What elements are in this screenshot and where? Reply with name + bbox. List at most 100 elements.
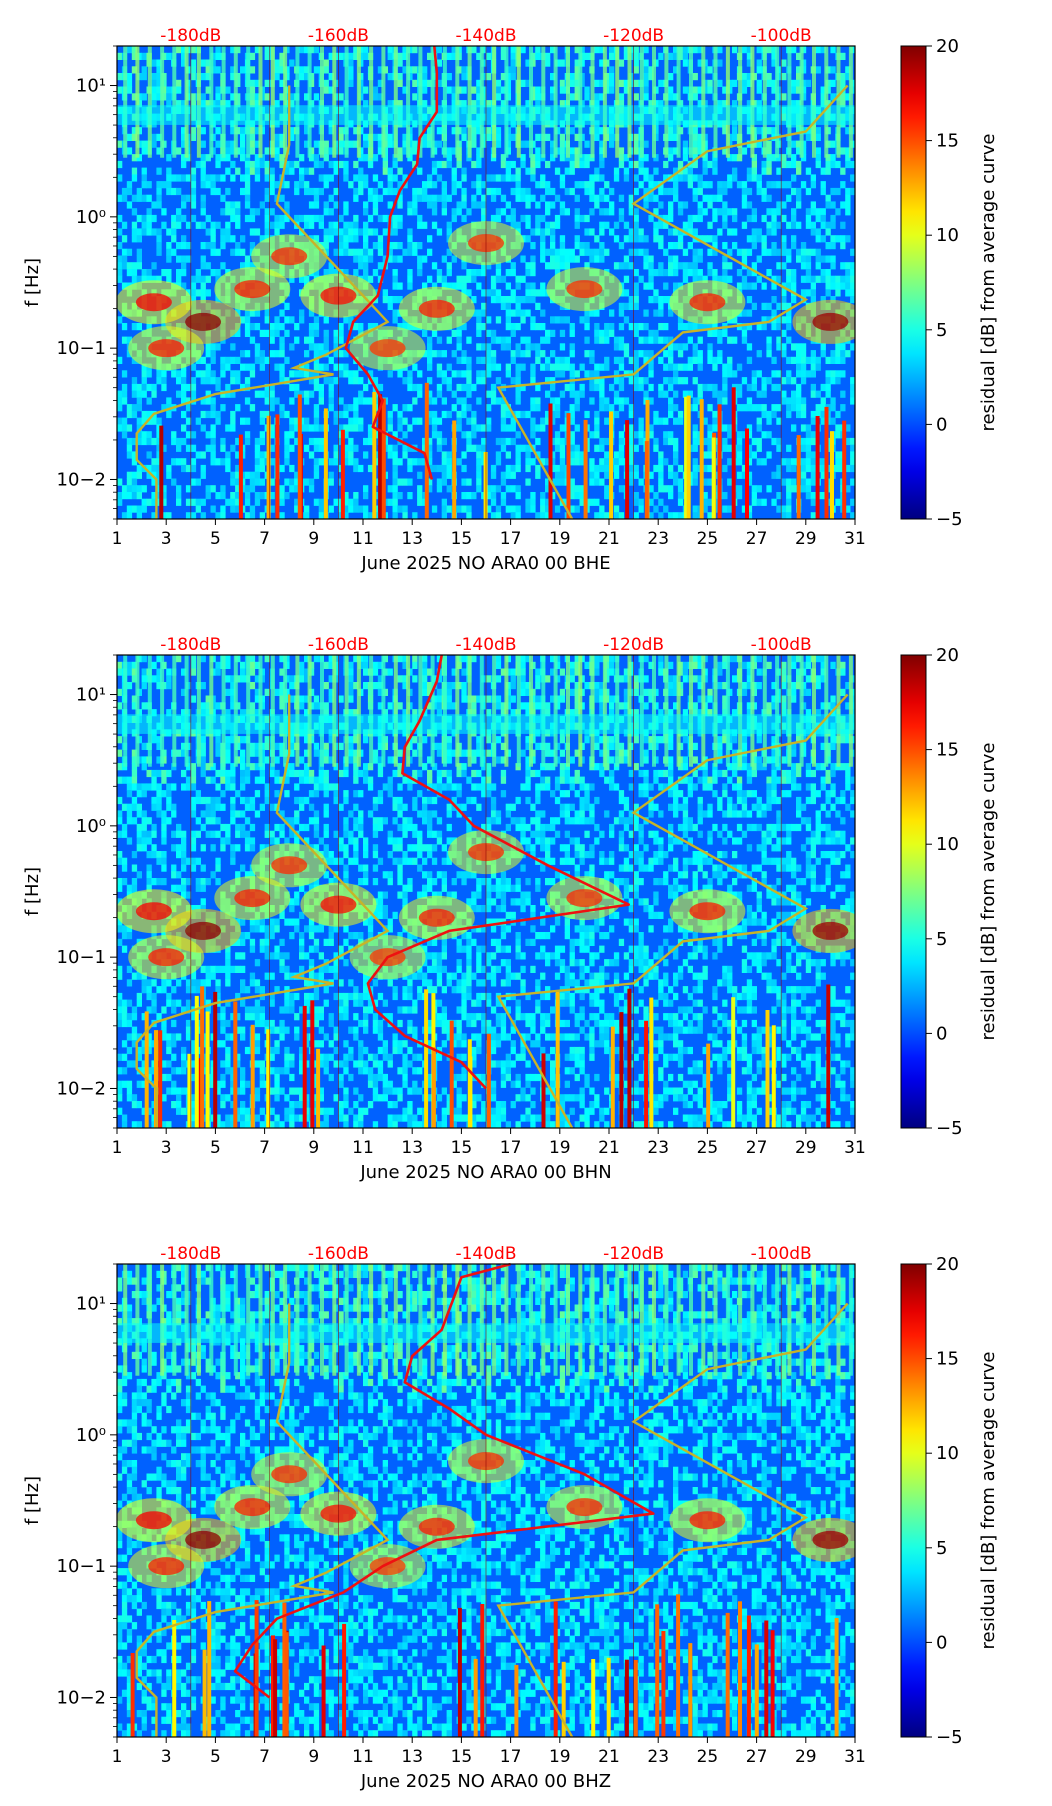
heatmap-cell [363, 248, 369, 256]
heatmap-cell [151, 437, 157, 446]
heatmap-cell [584, 140, 590, 148]
heatmap-cell [422, 329, 428, 337]
heatmap-cell [776, 181, 782, 189]
heatmap-cell [500, 73, 507, 81]
heatmap-cell [151, 228, 157, 236]
heatmap-cell [397, 214, 403, 223]
heatmap-cell [707, 201, 713, 209]
heatmap-cell [697, 187, 703, 196]
heatmap-cell [796, 356, 802, 364]
heatmap-cell [210, 356, 216, 364]
heatmap-cell [456, 397, 462, 405]
heatmap-cell [323, 377, 329, 385]
heatmap-cell [628, 302, 634, 310]
heatmap-cell [230, 424, 236, 432]
heatmap-cell [495, 214, 502, 223]
heatmap-cell [722, 464, 728, 473]
heatmap-cell [604, 471, 610, 479]
heatmap-cell [461, 187, 467, 196]
heatmap-cell [741, 248, 748, 256]
heatmap-cell [117, 228, 123, 236]
heatmap-event [830, 431, 834, 519]
heatmap-cell [471, 492, 477, 500]
heatmap-cell [387, 167, 393, 175]
heatmap-cell [417, 370, 423, 378]
heatmap-cell [456, 323, 462, 331]
heatmap-cell [835, 208, 841, 216]
heatmap-cell [579, 451, 585, 459]
heatmap-cell [156, 181, 162, 189]
heatmap-cell [800, 444, 807, 452]
heatmap-cell [736, 471, 743, 479]
heatmap-cell [682, 248, 689, 256]
heatmap-cell [530, 377, 536, 385]
heatmap-cell [215, 100, 221, 108]
heatmap-cell [525, 187, 531, 196]
heatmap-cell [668, 269, 674, 277]
heatmap-cell [643, 377, 649, 385]
heatmap-cell [495, 505, 502, 513]
heatmap-cell [515, 350, 521, 358]
x-tick-label: 29 [795, 529, 817, 549]
heatmap-cell [190, 383, 197, 392]
heatmap-cell [427, 458, 433, 466]
heatmap-cell [436, 275, 443, 283]
heatmap-cell [569, 431, 575, 439]
heatmap-cell [264, 187, 270, 196]
heatmap-cell [771, 79, 777, 87]
heatmap-cell [343, 316, 349, 324]
heatmap-cell [151, 73, 157, 81]
heatmap-cell [181, 214, 187, 223]
heatmap-cell [741, 377, 748, 385]
heatmap-cell [505, 451, 511, 459]
heatmap-cell [746, 269, 753, 277]
heatmap-cell [495, 336, 502, 344]
heatmap-cell [825, 377, 831, 385]
heatmap-event [548, 403, 553, 519]
heatmap-cell [604, 437, 610, 446]
heatmap-cell [289, 59, 295, 67]
heatmap-cell [318, 363, 324, 371]
heatmap-stripe [442, 46, 447, 158]
heatmap-cell [574, 73, 580, 81]
heatmap-cell [181, 282, 187, 290]
heatmap-cell [658, 221, 664, 229]
heatmap-cell [136, 383, 142, 392]
heatmap-cell [431, 410, 438, 419]
heatmap-cell [658, 100, 664, 108]
heatmap-cell [648, 397, 654, 405]
heatmap-cell [530, 424, 536, 432]
heatmap-cell [318, 397, 324, 405]
heatmap-cell [677, 228, 684, 236]
heatmap-cell [343, 350, 349, 358]
heatmap-cell [791, 390, 797, 398]
heatmap-cell [510, 356, 516, 364]
heatmap-cell [264, 174, 270, 182]
heatmap-cell [663, 214, 669, 223]
heatmap-cell [796, 363, 802, 371]
heatmap-cell [427, 451, 433, 459]
heatmap-cell [427, 194, 433, 202]
heatmap-cell [279, 512, 285, 519]
heatmap-cell [141, 228, 147, 236]
heatmap-cell [299, 370, 305, 378]
heatmap-cell [210, 451, 216, 459]
heatmap-cell [392, 464, 398, 473]
heatmap-cell [230, 417, 236, 425]
heatmap-cell [456, 343, 462, 351]
heatmap-cell [820, 296, 826, 304]
heatmap-cell [736, 451, 743, 459]
heatmap-cell [594, 235, 600, 243]
heatmap-cell [751, 370, 757, 378]
heatmap-cell [171, 221, 177, 229]
heatmap-cell [648, 214, 654, 223]
heatmap-cell [530, 397, 536, 405]
heatmap-cell [820, 383, 826, 392]
heatmap-cell [343, 201, 349, 209]
heatmap-cell [776, 336, 782, 344]
heatmap-cell [697, 181, 703, 189]
heatmap-cell [535, 289, 541, 297]
heatmap-cell [348, 458, 354, 466]
heatmap-cell [771, 228, 777, 236]
heatmap-cell [313, 404, 320, 412]
